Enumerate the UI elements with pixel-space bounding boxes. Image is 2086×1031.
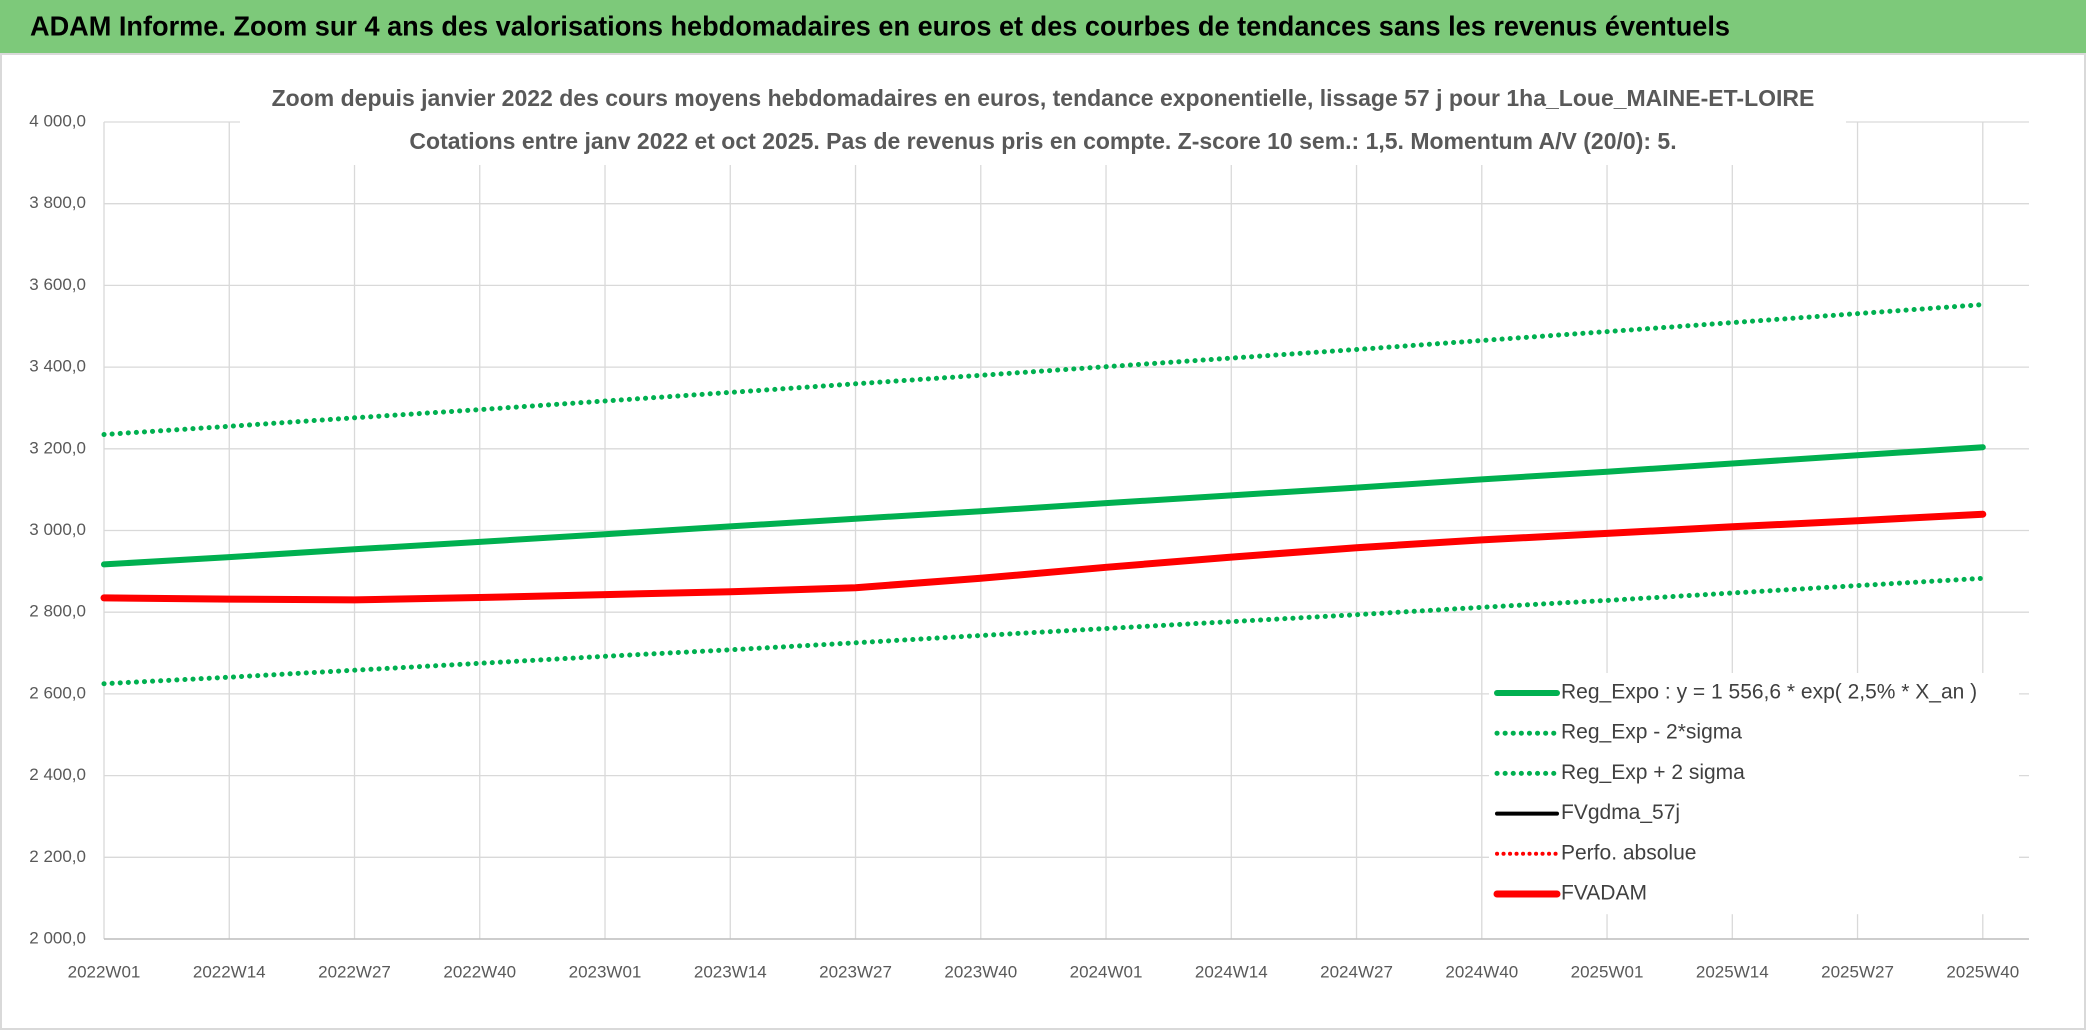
series-line <box>100 510 1987 604</box>
series-line <box>101 444 1986 568</box>
legend-label: Reg_Expo : y = 1 556,6 * exp( 2,5% * X_a… <box>1561 681 1977 704</box>
series-line <box>101 302 1986 437</box>
x-tick-label: 2022W27 <box>318 962 391 981</box>
x-tick-label: 2025W27 <box>1821 962 1894 981</box>
legend-label: Reg_Exp - 2*sigma <box>1561 721 1742 744</box>
chart-subtitle: Cotations entre janv 2022 et oct 2025. P… <box>409 128 1676 154</box>
x-tick-label: 2022W14 <box>193 962 266 981</box>
legend-label: FVADAM <box>1561 882 1647 905</box>
y-tick-label: 4 000,0 <box>29 111 86 130</box>
series-line <box>101 575 1986 687</box>
y-tick-label: 3 800,0 <box>29 193 86 212</box>
legend-label: Reg_Exp + 2 sigma <box>1561 761 1745 784</box>
legend-label: Perfo. absolue <box>1561 841 1696 864</box>
legend-label: FVgdma_57j <box>1561 801 1680 824</box>
banner <box>0 0 2086 53</box>
frame <box>0 53 2086 1030</box>
x-tick-label: 2025W40 <box>1946 962 2019 981</box>
chart-title: Zoom depuis janvier 2022 des cours moyen… <box>272 85 1815 111</box>
y-tick-label: 2 400,0 <box>29 765 86 784</box>
y-tick-label: 3 600,0 <box>29 275 86 294</box>
x-tick-label: 2023W14 <box>694 962 767 981</box>
x-tick-label: 2024W27 <box>1320 962 1393 981</box>
x-tick-label: 2023W01 <box>569 962 642 981</box>
x-tick-label: 2023W40 <box>944 962 1017 981</box>
x-tick-label: 2022W40 <box>443 962 516 981</box>
title-background <box>240 80 1846 165</box>
x-tick-label: 2022W01 <box>68 962 141 981</box>
x-tick-label: 2025W14 <box>1696 962 1769 981</box>
y-tick-label: 3 400,0 <box>29 357 86 376</box>
x-tick-label: 2025W01 <box>1571 962 1644 981</box>
y-tick-label: 3 200,0 <box>29 438 86 457</box>
y-tick-label: 2 000,0 <box>29 928 86 947</box>
x-tick-label: 2023W27 <box>819 962 892 981</box>
y-tick-label: 2 800,0 <box>29 602 86 621</box>
page-title: ADAM Informe. Zoom sur 4 ans des valoris… <box>30 10 1730 41</box>
x-tick-label: 2024W40 <box>1445 962 1518 981</box>
y-tick-label: 2 200,0 <box>29 847 86 866</box>
legend-background <box>1489 673 2019 915</box>
x-tick-label: 2024W01 <box>1070 962 1143 981</box>
x-tick-label: 2024W14 <box>1195 962 1268 981</box>
y-tick-label: 2 600,0 <box>29 683 86 702</box>
y-tick-label: 3 000,0 <box>29 520 86 539</box>
